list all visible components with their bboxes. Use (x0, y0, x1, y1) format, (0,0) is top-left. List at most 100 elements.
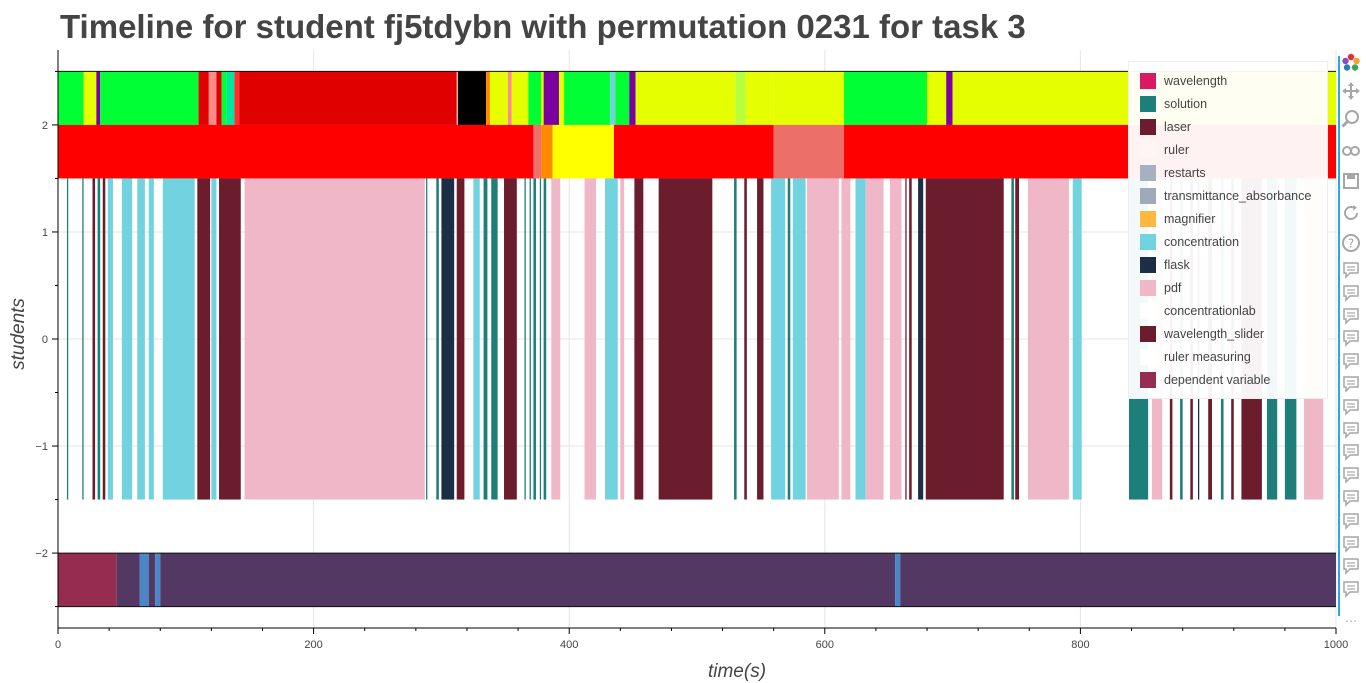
timeline-segment (219, 178, 241, 500)
y-tick-label: −1 (35, 441, 48, 453)
timeline-segment (102, 178, 106, 500)
timeline-segment (524, 178, 526, 500)
legend-item[interactable]: dependent variable (1129, 368, 1327, 391)
timeline-segment (148, 553, 156, 607)
x-tick-label: 200 (304, 639, 322, 651)
timeline-segment (208, 71, 217, 125)
hover-icon[interactable] (1338, 556, 1364, 576)
hover-icon[interactable] (1338, 534, 1364, 554)
timeline-segment (634, 178, 644, 500)
legend-swatch (1140, 233, 1156, 250)
pan-icon[interactable] (1338, 78, 1364, 104)
chart-legend[interactable]: wavelength solution laser ruler restarts tran… (1128, 61, 1328, 399)
legend-label: concentration (1164, 234, 1240, 249)
plot-toolbar[interactable]: ? ⋯ (1338, 46, 1366, 683)
timeline-segment (604, 178, 618, 500)
wheel-zoom-icon[interactable] (1338, 138, 1364, 164)
hover-icon[interactable] (1338, 488, 1364, 508)
legend-label: ruler measuring (1164, 349, 1251, 364)
reset-icon[interactable] (1338, 200, 1364, 226)
timeline-segment (773, 71, 844, 125)
help-icon[interactable]: ? (1338, 230, 1364, 256)
legend-item[interactable]: wavelength (1129, 69, 1327, 92)
timeline-segment (629, 71, 636, 125)
hover-icon[interactable] (1338, 351, 1364, 371)
hover-icon[interactable] (1338, 374, 1364, 394)
timeline-segment (909, 178, 912, 500)
hover-icon[interactable] (1338, 397, 1364, 417)
timeline-segment (486, 71, 490, 125)
timeline-segment (541, 124, 553, 179)
legend-item[interactable]: concentrationlab (1129, 299, 1327, 322)
timeline-segment (116, 553, 140, 607)
hover-icon[interactable] (1338, 260, 1364, 280)
timeline-segment (787, 178, 791, 500)
timeline-segment (216, 178, 220, 500)
more-tools-icon[interactable]: ⋯ (1345, 614, 1357, 628)
svg-text:?: ? (1348, 237, 1354, 251)
legend-item[interactable]: wavelength_slider (1129, 322, 1327, 345)
timeline-segment (58, 124, 534, 179)
legend-item[interactable]: ruler measuring (1129, 345, 1327, 368)
hover-icon[interactable] (1338, 306, 1364, 326)
legend-swatch (1140, 210, 1156, 227)
timeline-segment (83, 71, 97, 125)
toolbar-active-indicator (1338, 56, 1340, 616)
legend-swatch (1140, 72, 1156, 89)
timeline-segment (615, 71, 630, 125)
timeline-segment (529, 178, 531, 500)
box-zoom-icon[interactable] (1338, 106, 1364, 132)
timeline-segment (162, 178, 195, 500)
timeline-segment (483, 178, 488, 500)
timeline-segment (620, 178, 625, 500)
axes: 0 200 400 600 800 1000 −2 −1 0 1 2 time(s) students (8, 50, 1348, 682)
timeline-segment (558, 71, 565, 125)
legend-swatch (1140, 279, 1156, 296)
timeline-segment (1072, 178, 1082, 500)
legend-label: restarts (1164, 165, 1206, 180)
legend-swatch (1140, 256, 1156, 273)
hover-icon[interactable] (1338, 328, 1364, 348)
timeline-segment (552, 124, 614, 179)
timeline-segment (946, 71, 953, 125)
save-icon[interactable] (1338, 168, 1364, 194)
legend-item[interactable]: solution (1129, 92, 1327, 115)
hover-icon[interactable] (1338, 511, 1364, 531)
legend-item[interactable]: restarts (1129, 161, 1327, 184)
timeline-segment (735, 71, 746, 125)
legend-label: laser (1164, 119, 1192, 134)
legend-swatch (1140, 302, 1156, 319)
legend-item[interactable]: transmittance_absorbance (1129, 184, 1327, 207)
legend-item[interactable]: magnifier (1129, 207, 1327, 230)
legend-item[interactable]: flask (1129, 253, 1327, 276)
hover-icon[interactable] (1338, 465, 1364, 485)
legend-label: solution (1164, 96, 1208, 111)
hover-icon[interactable] (1338, 442, 1364, 462)
timeline-segment (226, 71, 235, 125)
timeline-segment (58, 71, 84, 125)
y-axis-label: students (8, 298, 29, 370)
hover-icon[interactable] (1338, 283, 1364, 303)
timeline-segment (489, 71, 508, 125)
timeline-segment (198, 71, 209, 125)
x-axis-label: time(s) (708, 661, 766, 682)
legend-item[interactable]: laser (1129, 115, 1327, 138)
timeline-segment (441, 178, 455, 500)
timeline-segment (528, 71, 542, 125)
chart-title: Timeline for student fj5tdybn with permu… (60, 8, 1026, 45)
timeline-segment (635, 71, 736, 125)
timeline-segment (744, 178, 747, 500)
hover-icon[interactable] (1338, 420, 1364, 440)
legend-item[interactable]: concentration (1129, 230, 1327, 253)
x-tick-label: 400 (560, 639, 578, 651)
timeline-segment (610, 71, 616, 125)
legend-label: transmittance_absorbance (1164, 188, 1312, 203)
hover-icon[interactable] (1338, 579, 1364, 599)
timeline-segment (436, 178, 439, 500)
legend-item[interactable]: pdf (1129, 276, 1327, 299)
legend-item[interactable]: ruler (1129, 138, 1327, 161)
timeline-segment (918, 178, 924, 500)
timeline-segment (511, 71, 529, 125)
y-tick-label: 2 (42, 120, 48, 132)
